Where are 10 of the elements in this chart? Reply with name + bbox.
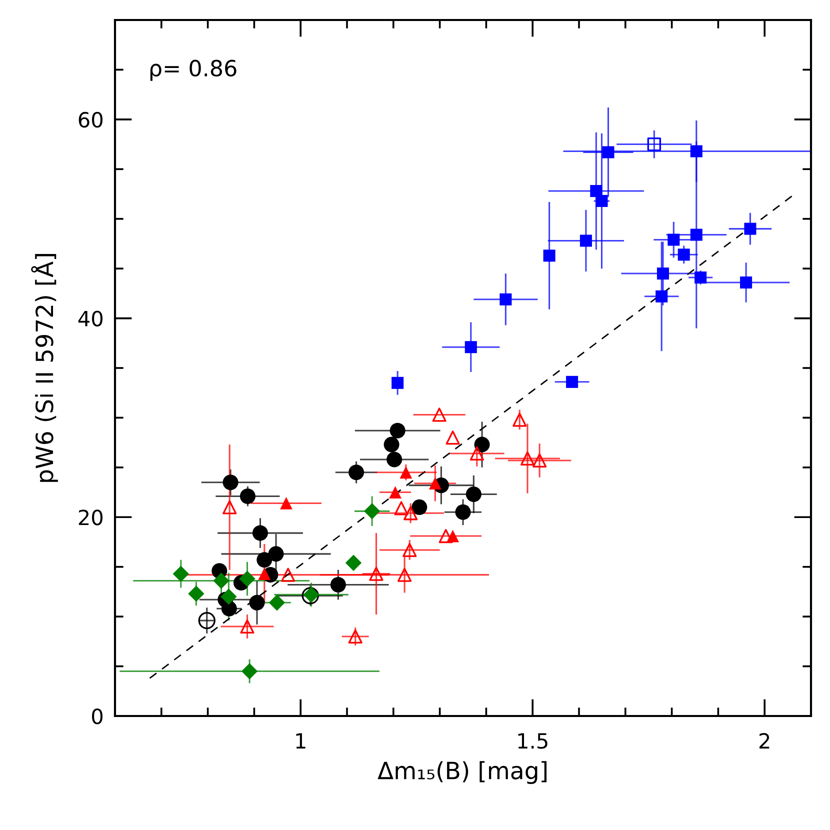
y-tick-label: 40	[78, 310, 103, 326]
x-tick-label: 2	[760, 733, 770, 748]
annotation: ρ= 0.86	[150, 60, 236, 81]
x-tick-label: 1.5	[518, 733, 548, 749]
y-axis-title: pW6 (Si II 5972) [Å]	[31, 254, 58, 482]
y-tick-label: 60	[78, 112, 103, 128]
y-tick-label: 0	[92, 708, 103, 724]
x-tick-label: 1	[296, 733, 306, 748]
y-tick-label: 20	[78, 510, 103, 526]
x-axis-title: Δm₁₅(B) [mag]	[378, 761, 547, 784]
